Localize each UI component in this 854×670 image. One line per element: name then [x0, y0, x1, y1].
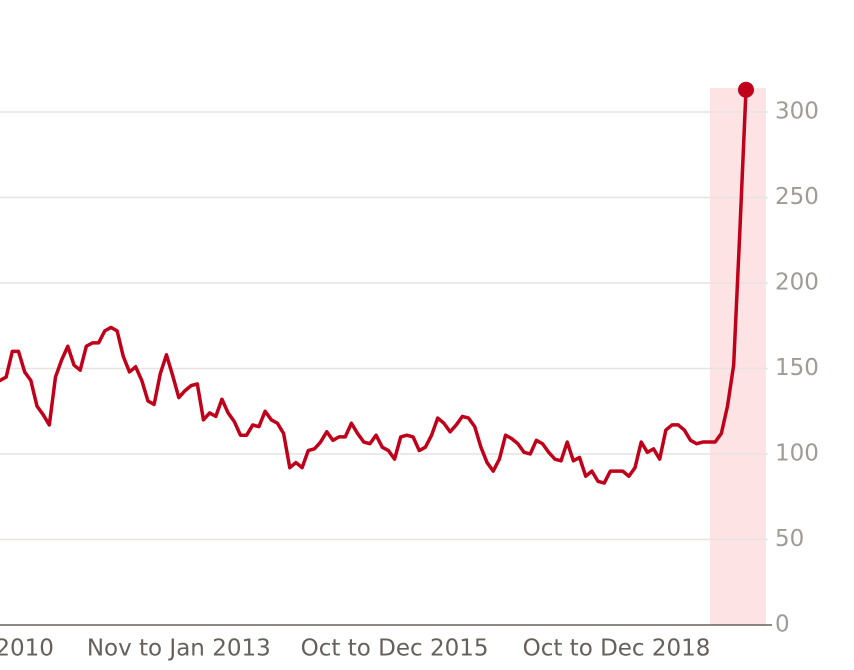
y-tick-label: 300 [775, 99, 819, 125]
x-tick-label: Oct to Dec 2015 [301, 636, 489, 662]
end-point [738, 81, 754, 98]
x-tick-label: 2010 [0, 636, 54, 662]
y-tick-label: 0 [775, 612, 790, 638]
highlight-band [710, 88, 766, 625]
data-line [0, 88, 748, 485]
y-tick-label: 250 [775, 184, 819, 210]
y-tick-label: 100 [775, 441, 819, 467]
y-tick-label: 200 [775, 270, 819, 296]
x-tick-label: Nov to Jan 2013 [87, 636, 271, 662]
x-tick-label: Oct to Dec 2018 [523, 636, 711, 662]
y-tick-label: 50 [775, 526, 804, 552]
y-tick-label: 150 [775, 355, 819, 381]
